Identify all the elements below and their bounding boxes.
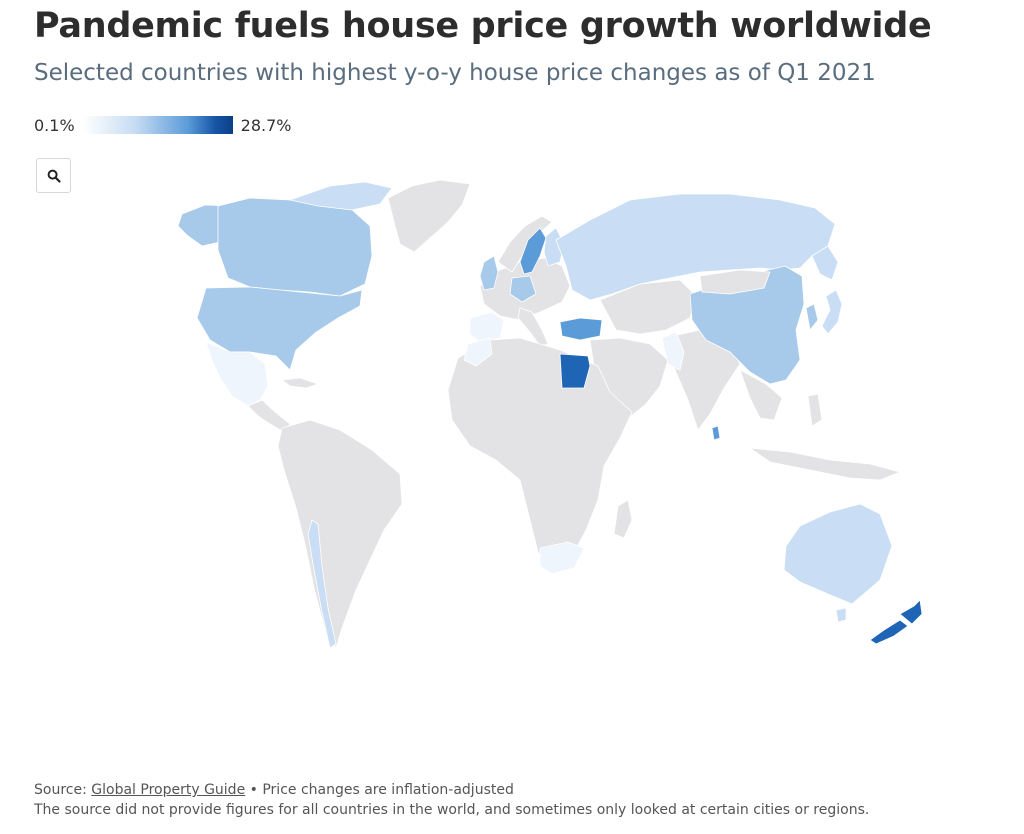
- search-icon: [47, 169, 61, 183]
- country-pakistan[interactable]: [661, 331, 685, 371]
- country-greenland[interactable]: [387, 179, 471, 253]
- country-china[interactable]: [689, 265, 805, 385]
- region-southeast-asia[interactable]: [739, 369, 783, 421]
- country-united-states[interactable]: [196, 286, 363, 371]
- legend-min-label: 0.1%: [34, 115, 75, 135]
- country-tasmania[interactable]: [835, 607, 847, 623]
- country-turkey[interactable]: [559, 317, 603, 341]
- region-indonesia[interactable]: [749, 447, 901, 481]
- country-chile[interactable]: [307, 519, 337, 649]
- world-map[interactable]: [0, 170, 1024, 670]
- chart-subtitle: Selected countries with highest y-o-y ho…: [34, 60, 876, 86]
- country-russia-east[interactable]: [811, 245, 839, 281]
- country-japan[interactable]: [821, 289, 843, 335]
- country-mexico[interactable]: [205, 341, 269, 407]
- country-new-zealand-south[interactable]: [869, 619, 909, 645]
- country-canada-islands[interactable]: [289, 181, 393, 211]
- zoom-button[interactable]: [36, 158, 71, 193]
- country-morocco[interactable]: [463, 337, 493, 367]
- country-canada[interactable]: [217, 195, 373, 297]
- country-caribbean[interactable]: [281, 377, 319, 389]
- region-central-asia[interactable]: [599, 279, 697, 335]
- country-south-korea[interactable]: [805, 303, 819, 331]
- source-suffix: • Price changes are inflation-adjusted: [245, 782, 514, 798]
- legend-max-label: 28.7%: [240, 115, 292, 135]
- country-finland[interactable]: [543, 227, 565, 267]
- country-new-zealand-north[interactable]: [899, 599, 923, 625]
- chart-title: Pandemic fuels house price growth worldw…: [34, 6, 932, 46]
- country-spain[interactable]: [469, 311, 505, 343]
- legend-gradient-bar: [82, 116, 233, 134]
- source-prefix: Source:: [34, 782, 92, 798]
- color-legend: 0.1% 28.7%: [34, 115, 291, 135]
- country-philippines[interactable]: [807, 393, 823, 427]
- source-note: The source did not provide figures for a…: [34, 802, 870, 818]
- country-germany[interactable]: [509, 275, 537, 303]
- source-link[interactable]: Global Property Guide: [91, 782, 246, 798]
- country-egypt[interactable]: [559, 353, 591, 389]
- chart-footer: Source: Global Property Guide • Price ch…: [34, 780, 869, 820]
- country-australia[interactable]: [783, 503, 893, 605]
- source-line: Source: Global Property Guide • Price ch…: [34, 780, 869, 800]
- country-sweden[interactable]: [519, 227, 547, 275]
- country-sri-lanka[interactable]: [711, 425, 721, 441]
- country-united-kingdom[interactable]: [479, 255, 499, 291]
- country-madagascar[interactable]: [613, 499, 633, 539]
- country-south-africa[interactable]: [539, 541, 585, 575]
- country-mongolia[interactable]: [699, 269, 771, 295]
- country-south-america[interactable]: [277, 419, 403, 649]
